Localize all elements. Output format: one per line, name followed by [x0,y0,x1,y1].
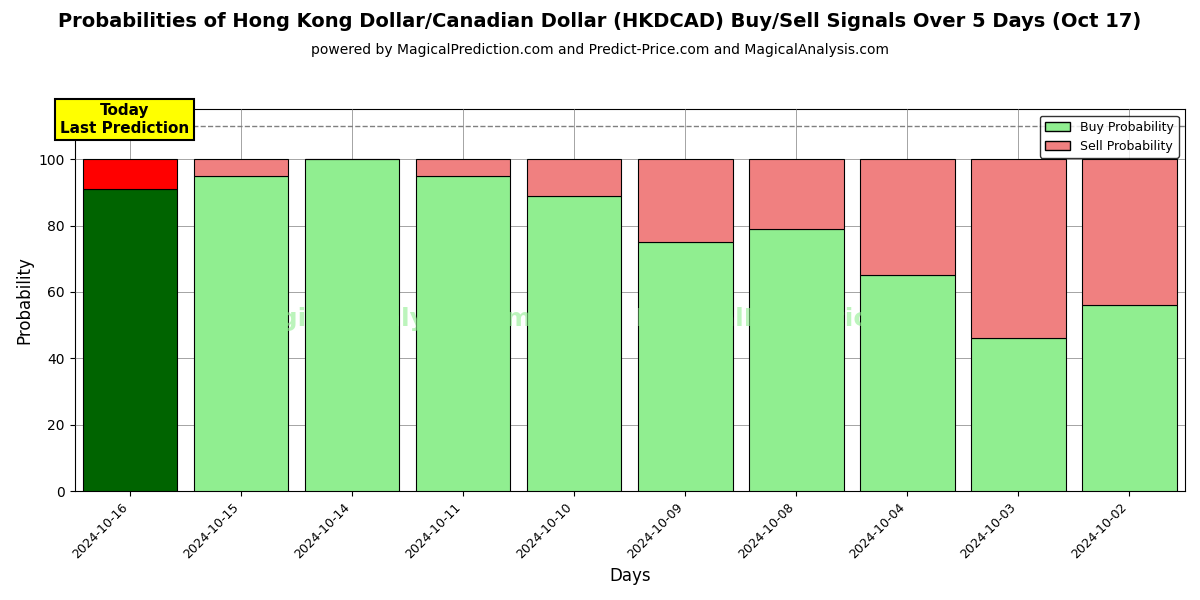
Bar [194,176,288,491]
Text: MagicalPrediction.com: MagicalPrediction.com [636,307,958,331]
Bar [416,159,510,176]
Bar [971,159,1066,338]
Legend: Buy Probability, Sell Probability: Buy Probability, Sell Probability [1040,116,1178,158]
Bar [749,229,844,491]
Bar [83,159,178,189]
Bar [971,338,1066,491]
Bar [83,189,178,491]
Bar [305,159,400,491]
Bar [638,242,732,491]
Bar [860,275,955,491]
Text: Today
Last Prediction: Today Last Prediction [60,103,190,136]
X-axis label: Days: Days [610,567,650,585]
Bar [416,176,510,491]
Text: powered by MagicalPrediction.com and Predict-Price.com and MagicalAnalysis.com: powered by MagicalPrediction.com and Pre… [311,43,889,57]
Bar [638,159,732,242]
Text: Probabilities of Hong Kong Dollar/Canadian Dollar (HKDCAD) Buy/Sell Signals Over: Probabilities of Hong Kong Dollar/Canadi… [59,12,1141,31]
Bar [1082,305,1177,491]
Bar [527,196,622,491]
Bar [194,159,288,176]
Bar [1082,159,1177,305]
Bar [527,159,622,196]
Y-axis label: Probability: Probability [16,256,34,344]
Text: MagicalAnalysis.com: MagicalAnalysis.com [239,307,533,331]
Bar [749,159,844,229]
Bar [860,159,955,275]
